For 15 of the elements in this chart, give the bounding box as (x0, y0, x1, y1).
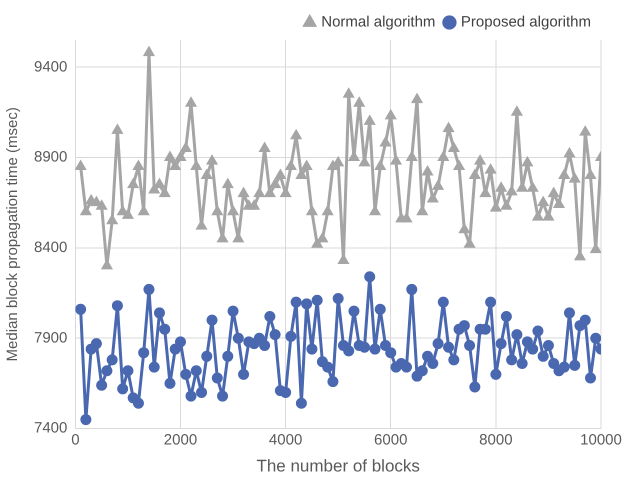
legend-label: Proposed algorithm (460, 14, 592, 31)
y-tick-label: 7900 (34, 329, 68, 346)
y-tick-label: 7400 (34, 420, 68, 437)
y-tick-label: 8400 (34, 238, 68, 256)
legend-label: Normal algorithm (321, 14, 436, 31)
y-tick-label: 8900 (34, 148, 68, 166)
x-tick-label: 8000 (479, 432, 513, 449)
x-tick-label: 0 (71, 432, 80, 449)
x-tick-label: 6000 (374, 432, 408, 449)
x-tick-label: 10000 (580, 432, 622, 449)
y-tick-label: 9400 (34, 58, 68, 76)
y-axis-title: Median block propagation time (msec) (4, 107, 22, 362)
x-tick-label: 2000 (164, 432, 198, 449)
x-tick-label: 4000 (268, 432, 302, 449)
x-axis-title: The number of blocks (256, 456, 420, 476)
